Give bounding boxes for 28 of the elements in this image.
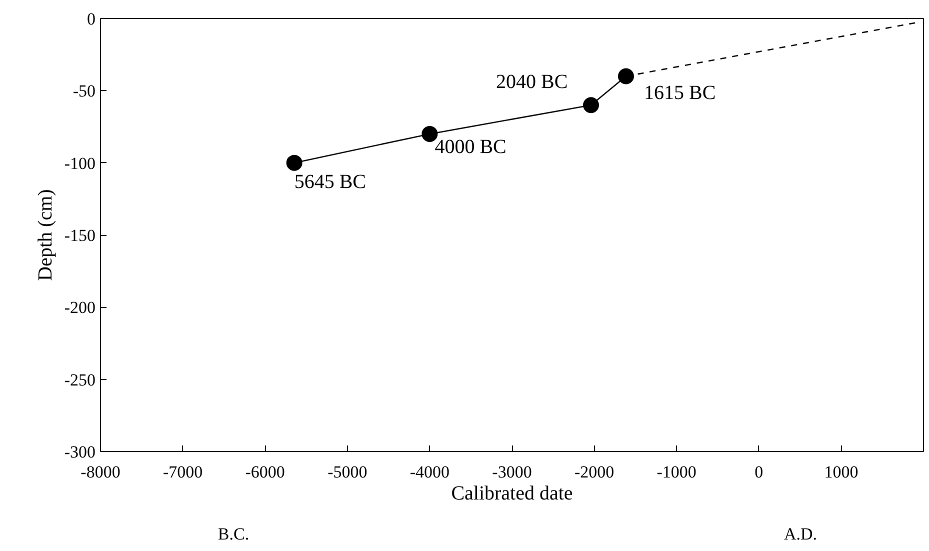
x-tick-label: -6000 — [245, 462, 285, 482]
annotation: 2040 BC — [496, 71, 568, 94]
x-tick-label: -8000 — [80, 462, 120, 482]
x-tick-label: -3000 — [492, 462, 532, 482]
x-tick-label: -5000 — [328, 462, 368, 482]
y-tick-label: -300 — [64, 442, 96, 462]
x-tick-label: -1000 — [656, 462, 696, 482]
x-tick-label: -4000 — [410, 462, 450, 482]
point — [618, 68, 634, 84]
point — [583, 97, 600, 114]
y-tick-label: 0 — [87, 10, 96, 28]
y-axis-title: Depth (cm) — [34, 189, 56, 281]
annotation: 1615 BC — [644, 82, 716, 104]
x-tick-label: 1000 — [824, 462, 858, 482]
text: A.D. — [784, 524, 818, 544]
text: B.C. — [218, 524, 250, 544]
x-tick-label: 0 — [754, 462, 764, 482]
y-tick-label: -50 — [72, 82, 96, 101]
y-tick-label: -200 — [64, 298, 96, 318]
point — [286, 154, 302, 171]
annotation: 4000 BC — [434, 136, 506, 158]
y-tick-label: -100 — [64, 154, 96, 173]
x-axis-title: Calibrated date — [451, 482, 573, 504]
x-tick-label: -2000 — [574, 462, 614, 482]
x-tick-label: -7000 — [162, 462, 203, 482]
y-tick-label: -250 — [64, 370, 96, 390]
y-tick-label: -150 — [64, 226, 96, 245]
annotation: 5645 BC — [294, 170, 366, 193]
